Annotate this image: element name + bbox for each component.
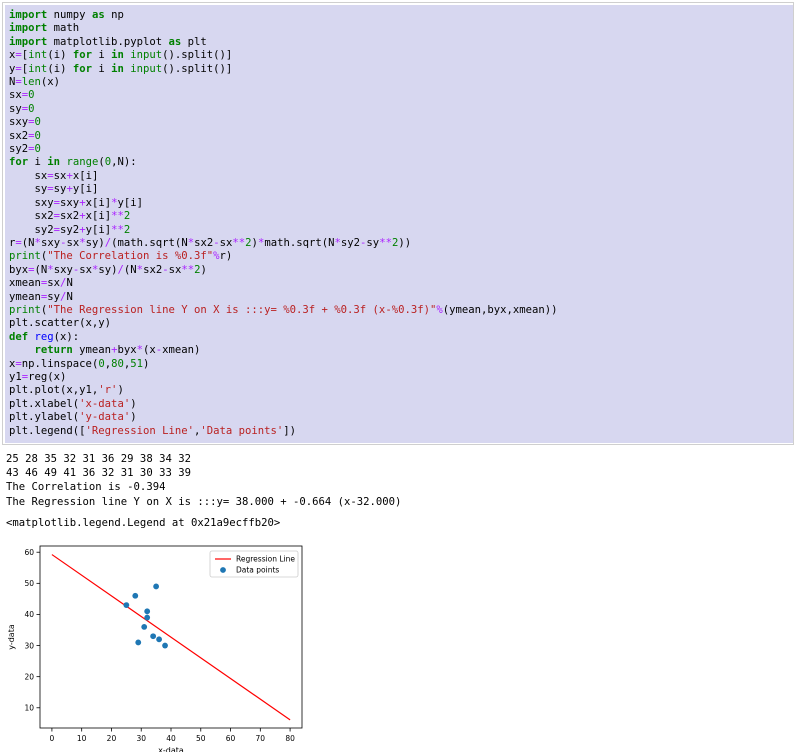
legend-repr-output: <matplotlib.legend.Legend at 0x21a9ecffb…	[6, 517, 281, 529]
y-tick-label: 30	[24, 641, 34, 650]
x-tick-label: 70	[256, 734, 266, 743]
y-axis-label: y-data	[7, 624, 16, 650]
code-cell[interactable]: import numpy as np import math import ma…	[2, 2, 794, 445]
y-tick-label: 60	[24, 548, 34, 557]
data-point	[132, 592, 139, 599]
legend-point-swatch	[220, 567, 226, 573]
data-point	[150, 633, 157, 640]
code-text[interactable]: import numpy as np import math import ma…	[9, 9, 558, 437]
stdin-line-y: 43 46 49 41 36 32 31 30 33 39	[6, 467, 191, 480]
data-point	[144, 608, 151, 615]
legend-label-points: Data points	[236, 566, 279, 575]
x-tick-label: 30	[136, 734, 146, 743]
plot-output: 0 10 20 30 40 50 60 70 80 10 20 30 40 50 60 x-data y-dat…	[4, 540, 314, 755]
data-point	[135, 639, 142, 646]
data-point	[153, 583, 160, 590]
data-point	[144, 614, 151, 621]
x-tick-label: 80	[285, 734, 295, 743]
data-point	[162, 642, 168, 649]
y-tick-label: 50	[24, 579, 34, 588]
x-tick-label: 20	[107, 734, 117, 743]
x-axis-label: x-data	[158, 746, 184, 752]
x-tick-label: 10	[77, 734, 87, 743]
x-tick-label: 50	[196, 734, 206, 743]
code-editor[interactable]: import numpy as np import math import ma…	[5, 5, 793, 443]
x-tick-label: 40	[166, 734, 176, 743]
correlation-output: The Correlation is -0.394	[6, 481, 166, 494]
legend-box	[209, 550, 299, 578]
x-tick-label: 60	[226, 734, 236, 743]
regression-line	[51, 554, 291, 721]
scatter-chart: 0 10 20 30 40 50 60 70 80 10 20 30 40 50 60 x-data y-dat…	[7, 545, 303, 755]
data-point	[156, 636, 162, 643]
y-tick-label: 40	[24, 610, 34, 619]
y-tick-label: 20	[24, 672, 34, 681]
legend-label-regression: Regression Line	[236, 555, 295, 564]
data-point	[141, 623, 148, 630]
regression-output: The Regression line Y on X is :::y= 38.0…	[6, 495, 402, 508]
x-tick-label: 0	[50, 734, 55, 743]
data-point	[123, 602, 130, 609]
y-tick-label: 10	[24, 703, 34, 712]
cell-output: 25 28 35 32 31 36 29 38 34 32 43 46 49 4…	[6, 452, 786, 509]
stdin-line-x: 25 28 35 32 31 36 29 38 34 32	[6, 453, 191, 465]
